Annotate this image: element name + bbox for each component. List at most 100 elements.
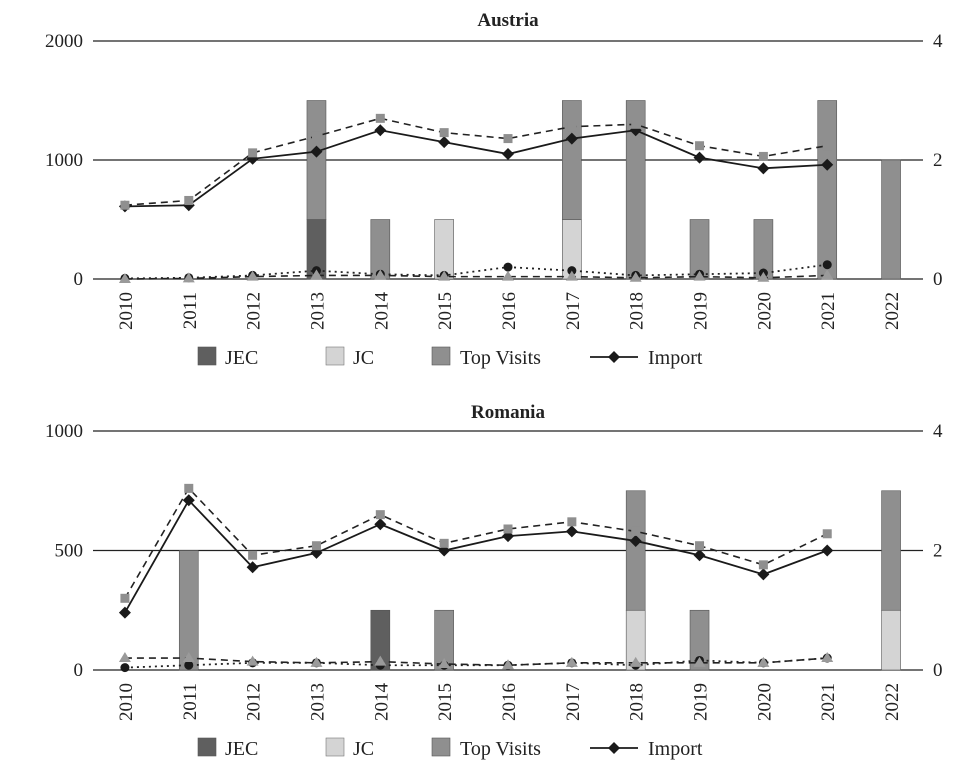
square-marker: [248, 550, 258, 560]
legend-top-visits-swatch: [431, 346, 451, 366]
x-axis-tick-label: 2018: [627, 292, 648, 330]
series-line-square: [124, 117, 828, 207]
legend-jc-label: JC: [353, 738, 374, 760]
top-visits-bar: [625, 490, 646, 611]
legend-jec-swatch: [197, 737, 217, 757]
triangle-marker: [374, 269, 387, 280]
x-axis-tick-label: 2014: [371, 683, 392, 722]
import-marker: [374, 124, 387, 137]
legend-jec-swatch: [197, 346, 217, 366]
chart-title: Austria: [477, 10, 539, 31]
top-visits-bar: [178, 550, 199, 671]
x-axis-tick-label: 2020: [754, 683, 775, 721]
triangle-marker: [693, 656, 706, 667]
triangle-marker: [182, 272, 195, 283]
square-marker: [120, 200, 130, 210]
jc-bar: [881, 609, 901, 671]
square-marker: [120, 593, 130, 603]
square-marker: [631, 119, 641, 129]
square-marker: [248, 148, 258, 158]
x-axis-tick-label: 2016: [499, 683, 520, 721]
square-marker: [822, 141, 832, 151]
square-marker: [822, 529, 832, 539]
import-marker: [821, 158, 834, 171]
square-marker: [311, 541, 321, 551]
top-visits-bar: [817, 100, 838, 280]
import-marker: [821, 544, 834, 557]
triangle-marker: [565, 656, 578, 667]
series-line-triangle: [124, 274, 828, 280]
x-axis-tick-label: 2018: [627, 683, 648, 721]
left-axis-tick-label: 0: [74, 269, 84, 290]
import-marker: [757, 568, 770, 581]
right-axis-tick-label: 2: [933, 150, 943, 171]
square-marker: [375, 113, 385, 123]
legend-import-label: Import: [648, 347, 703, 369]
square-marker: [695, 141, 705, 151]
import-marker: [757, 162, 770, 175]
x-axis-tick-label: 2012: [244, 292, 265, 330]
triangle-marker: [246, 270, 259, 281]
legend-jc-label: JC: [353, 347, 374, 369]
triangle-marker: [821, 269, 834, 280]
x-axis-tick-label: 2011: [180, 683, 201, 720]
chart-title: Romania: [471, 402, 545, 423]
square-marker: [439, 538, 449, 548]
right-axis-tick-label: 0: [933, 269, 943, 290]
x-axis-tick-label: 2017: [563, 683, 584, 721]
left-axis-tick-label: 500: [55, 541, 84, 562]
square-marker: [695, 541, 705, 551]
import-marker: [182, 494, 195, 507]
triangle-marker: [757, 271, 770, 282]
left-axis-tick-label: 0: [74, 660, 84, 681]
triangle-marker: [182, 652, 195, 663]
import-marker: [565, 525, 578, 538]
series-line-square: [124, 487, 828, 599]
right-axis-tick-label: 2: [933, 541, 943, 562]
x-axis-tick-label: 2020: [754, 292, 775, 330]
x-axis-tick-label: 2010: [116, 683, 137, 721]
square-marker: [631, 526, 641, 536]
left-axis-tick-label: 2000: [45, 31, 83, 52]
import-marker: [502, 148, 514, 161]
triangle-marker: [629, 271, 642, 282]
triangle-marker: [246, 655, 259, 666]
triangle-marker: [310, 269, 323, 280]
square-marker: [439, 128, 449, 138]
top-visits-bar: [881, 490, 901, 611]
import-marker: [438, 136, 451, 149]
triangle-marker: [757, 656, 770, 667]
legend-top-visits-label: Top Visits: [460, 347, 541, 369]
right-axis-tick-label: 0: [933, 660, 943, 681]
square-marker: [567, 517, 577, 527]
square-marker: [758, 151, 768, 161]
triangle-marker: [821, 652, 834, 663]
x-axis-tick-label: 2016: [499, 292, 520, 330]
top-visits-bar: [562, 100, 582, 220]
circle-marker: [503, 262, 513, 272]
import-marker: [629, 534, 642, 547]
x-axis-tick-label: 2017: [563, 292, 584, 330]
series-line-triangle: [124, 657, 828, 667]
legend: JEC JC Top Visits Import: [197, 346, 703, 369]
top-visits-bar: [434, 609, 454, 671]
import-marker: [310, 145, 323, 158]
right-axis-tick-label: 4: [933, 31, 943, 52]
square-marker: [184, 483, 194, 493]
legend-import-label: Import: [648, 738, 703, 760]
triangle-marker: [693, 270, 706, 281]
chart-panel-1: Romania 0 500 1000 0 2 4 2010 2011 2012 2013 2014 20…: [45, 402, 943, 760]
square-marker: [184, 195, 194, 205]
top-visits-bar: [881, 159, 901, 280]
x-axis-tick-label: 2015: [435, 683, 456, 721]
legend-jec-label: JEC: [225, 738, 258, 760]
triangle-marker: [565, 270, 578, 281]
square-marker: [503, 524, 513, 534]
top-visits-bar: [689, 609, 710, 671]
x-axis-tick-label: 2019: [691, 683, 712, 721]
left-axis-tick-label: 1000: [45, 421, 83, 442]
x-axis-tick-label: 2010: [116, 292, 137, 330]
legend-top-visits-label: Top Visits: [460, 738, 541, 760]
jc-bar: [434, 219, 454, 280]
